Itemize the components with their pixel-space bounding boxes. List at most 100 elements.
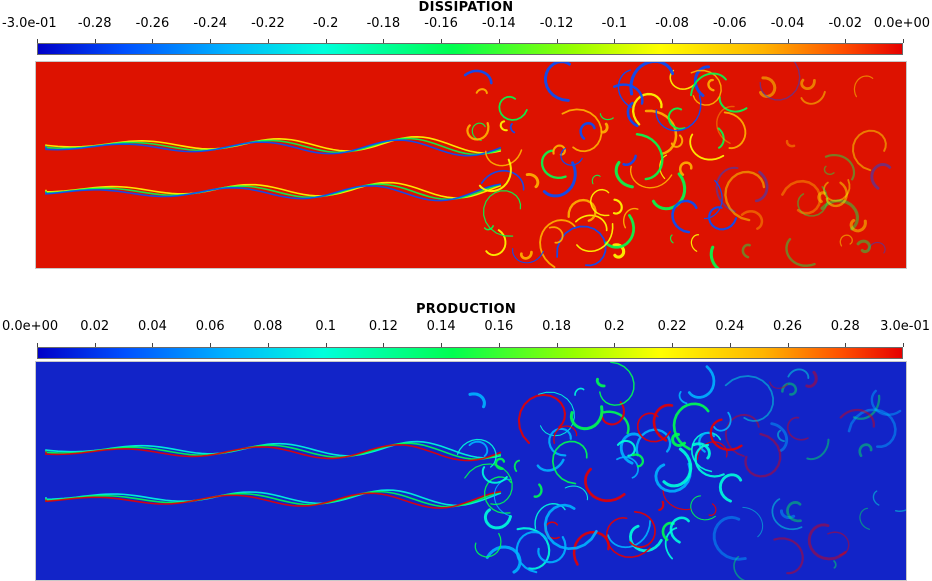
production-vortex-filament xyxy=(771,498,803,531)
dissipation-tickmark xyxy=(37,39,38,43)
dissipation-vortex-filament xyxy=(631,92,663,126)
production-vortex-filament xyxy=(806,438,830,461)
production-tickmark xyxy=(787,343,789,347)
production-vortex-filament xyxy=(456,438,497,468)
dissipation-tickmark xyxy=(267,39,269,43)
production-vortex-filament xyxy=(536,458,565,472)
production-field-render xyxy=(45,362,906,580)
production-vortex-filament xyxy=(859,507,871,530)
production-vortex-filament xyxy=(669,516,690,544)
dissipation-vortex-filament xyxy=(856,239,872,254)
dissipation-tickmark xyxy=(556,39,558,43)
dissipation-vortex-filament xyxy=(626,101,639,128)
dissipation-vortex-filament xyxy=(622,207,639,229)
production-panel: PRODUCTION 0.0e+00 0.02 0.04 0.06 0.08 0.1 0.1… xyxy=(0,300,932,581)
dissipation-vortex-filament xyxy=(717,127,725,149)
dissipation-vortex-filament xyxy=(498,95,528,121)
dissipation-vortex-filament xyxy=(670,134,684,148)
dissipation-vortex-filament xyxy=(715,166,739,213)
dissipation-vortex-filament xyxy=(499,120,508,132)
dissipation-vortex-filament xyxy=(617,69,632,109)
production-shear-streak xyxy=(45,490,502,509)
dissipation-vortex-filament xyxy=(512,248,544,264)
production-vortex-filament xyxy=(807,523,847,561)
dissipation-vortex-filament xyxy=(754,170,769,203)
production-vortex-filament xyxy=(494,457,506,470)
production-vortex-filament xyxy=(724,413,760,457)
production-tick-label: 0.2 xyxy=(603,319,625,334)
dissipation-colorbar-tick-labels: -3.0e-01 -0.28 -0.26 -0.24 -0.22 -0.2 -0.18 -0.… xyxy=(0,16,932,34)
production-tick-label: 0.02 xyxy=(80,319,110,334)
dissipation-colorbar-title: DISSIPATION xyxy=(418,0,514,15)
dissipation-vortex-filament xyxy=(483,190,522,237)
dissipation-vortex-filament xyxy=(629,62,675,96)
production-shear-streak xyxy=(45,444,502,462)
production-vortex-filament xyxy=(724,375,775,422)
production-vortex-filament xyxy=(671,432,687,448)
production-tickmark xyxy=(556,343,558,347)
production-tick-label: 0.0e+00 xyxy=(2,319,59,334)
dissipation-vortex-filament xyxy=(820,199,859,231)
dissipation-vortex-filament xyxy=(485,229,507,256)
dissipation-shear-streak xyxy=(45,139,502,157)
dissipation-vortex-filament xyxy=(542,161,577,198)
production-shear-streak xyxy=(45,489,502,507)
production-vortex-filament xyxy=(551,440,588,485)
production-tick-label: 0.14 xyxy=(426,319,456,334)
dissipation-tick-label: -0.04 xyxy=(770,16,805,31)
production-tickmark xyxy=(729,343,731,347)
dissipation-vortex-filament xyxy=(690,72,727,97)
production-vortex-filament xyxy=(786,416,809,441)
production-tickmark xyxy=(383,343,385,347)
production-vortex-filament xyxy=(464,463,513,506)
production-vortex-filament xyxy=(606,520,651,549)
dissipation-tick-label: -0.28 xyxy=(77,16,112,31)
production-vortex-filament xyxy=(894,509,906,512)
production-vortex-filament xyxy=(718,473,743,503)
production-vortex-filament xyxy=(631,453,645,468)
production-vortex-filament xyxy=(564,485,589,501)
production-vortex-filament xyxy=(787,368,810,379)
production-tick-label: 3.0e-01 xyxy=(880,319,930,334)
dissipation-vortex-filament xyxy=(723,111,747,150)
production-vortex-filament xyxy=(569,405,604,431)
production-vortex-filament xyxy=(635,428,672,457)
production-vortex-filament xyxy=(858,443,873,457)
dissipation-vortex-filament xyxy=(707,78,715,92)
dissipation-vortex-filament xyxy=(556,225,607,267)
production-vortex-filament xyxy=(691,442,711,460)
dissipation-tick-label: -0.2 xyxy=(312,16,339,31)
production-tick-label: 0.08 xyxy=(253,319,283,334)
production-vortex-filament xyxy=(662,447,693,488)
dissipation-shear-streak xyxy=(45,183,502,201)
dissipation-vortex-filament xyxy=(579,122,596,140)
production-shear-streak xyxy=(45,442,502,461)
production-vortex-filament xyxy=(584,467,626,503)
dissipation-tickmark xyxy=(210,39,212,43)
dissipation-vortex-filament xyxy=(635,132,664,181)
dissipation-vortex-filament xyxy=(689,133,725,161)
production-tickmark xyxy=(845,343,847,347)
dissipation-vortex-filament xyxy=(797,186,829,217)
production-vortex-filament xyxy=(637,412,671,443)
production-vortex-filament xyxy=(870,389,902,416)
production-vortex-filament xyxy=(602,410,630,435)
dissipation-vortex-filament xyxy=(589,188,610,217)
dissipation-vortex-filament xyxy=(724,170,766,222)
production-vortex-filament xyxy=(833,560,837,569)
dissipation-vortex-filament xyxy=(759,76,777,98)
dissipation-vortex-filament xyxy=(870,162,892,190)
dissipation-vortex-filament xyxy=(552,144,566,156)
dissipation-colorbar-tickmarks xyxy=(37,39,904,43)
dissipation-tickmark xyxy=(787,39,789,43)
production-vortex-filament xyxy=(543,503,598,551)
production-tick-label: 0.1 xyxy=(315,319,336,334)
production-vortex-filament xyxy=(827,531,850,556)
dissipation-vortex-filament xyxy=(667,107,686,130)
production-vortex-filament xyxy=(733,555,745,580)
production-tickmark xyxy=(672,343,674,347)
production-colorbar-title: PRODUCTION xyxy=(415,302,517,317)
production-tick-label: 0.16 xyxy=(484,319,514,334)
production-vortex-filament xyxy=(672,402,710,451)
production-vortex-filament xyxy=(616,456,639,479)
